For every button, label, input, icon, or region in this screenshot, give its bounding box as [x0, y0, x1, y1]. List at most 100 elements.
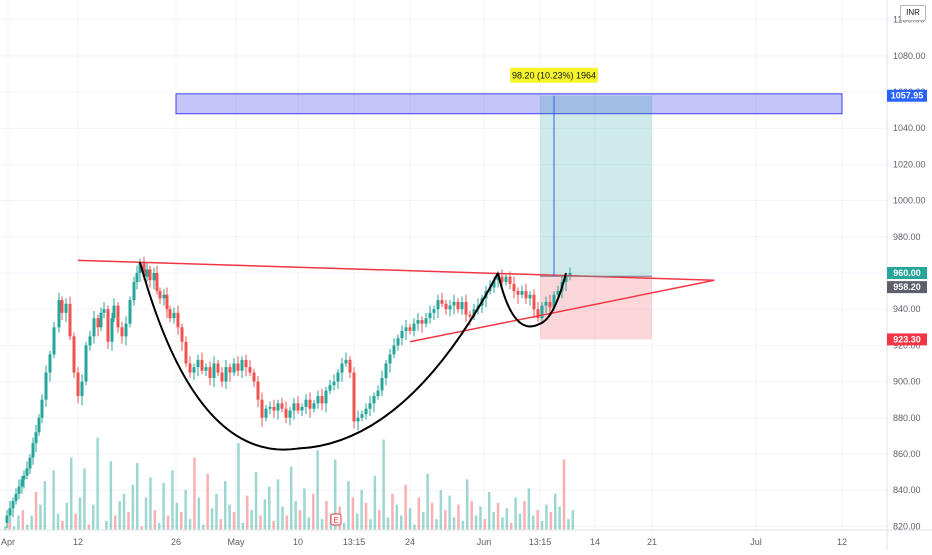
candle-body [152, 273, 156, 281]
volume-bar [272, 520, 275, 530]
volume-bar [83, 468, 86, 530]
candle-body [556, 291, 560, 295]
loss-zone [540, 276, 652, 340]
volume-bar [347, 481, 350, 530]
volume-bar [144, 497, 148, 530]
volume-bar [246, 495, 249, 530]
candle-body [138, 262, 142, 273]
volume-bar [180, 511, 183, 530]
candle-body [172, 312, 176, 319]
volume-bar [545, 504, 548, 530]
resistance-zone [175, 93, 843, 115]
volume-bar [312, 493, 315, 530]
candle-body [188, 363, 192, 373]
candle-body [396, 338, 400, 346]
volume-bar [276, 479, 280, 530]
volume-bar [373, 475, 377, 530]
volume-bar [518, 513, 522, 530]
candle-body [324, 390, 328, 404]
volume-bar [413, 524, 416, 530]
volume-bar [391, 493, 394, 530]
volume-bar [364, 502, 368, 530]
candle-body [332, 381, 336, 386]
candle-body [276, 403, 280, 411]
candle-body [60, 300, 64, 313]
volume-bar [549, 511, 553, 530]
candle-body [260, 399, 264, 418]
candle-body [184, 341, 188, 364]
y-tick-label: 940.00 [893, 304, 921, 314]
volume-bar [175, 502, 179, 530]
candle-body [440, 300, 444, 304]
x-tick-label: Jun [477, 537, 492, 547]
volume-bar [554, 493, 557, 530]
target-price-tag-bg [887, 89, 927, 102]
volume-bar [294, 501, 297, 530]
volume-bar [483, 519, 487, 530]
candle-body [268, 406, 272, 409]
volume-bar [8, 522, 11, 530]
candle-body [102, 309, 106, 313]
candle-body [37, 417, 41, 433]
candle-body [168, 309, 172, 319]
zones [175, 93, 843, 340]
candle-body [492, 280, 496, 288]
measure-label-bg [510, 67, 598, 83]
candle-body [106, 309, 110, 342]
volume-bar [61, 520, 64, 530]
volume-bar [171, 470, 174, 530]
candle-body [444, 303, 448, 310]
candle-body [80, 381, 84, 397]
drawings[interactable]: 98.20 (10.23%) 1964 E [77, 67, 715, 526]
volume-bar [360, 490, 363, 530]
currency-badge[interactable]: INR [900, 5, 926, 21]
candle-body [400, 330, 404, 339]
volume-bar [408, 508, 412, 530]
candle-body [228, 367, 232, 373]
x-tick-label: Jul [750, 537, 762, 547]
y-tick-label: 840.00 [893, 485, 921, 495]
candle-body [132, 282, 136, 301]
candle-body [356, 417, 360, 422]
candle-body [384, 363, 388, 378]
volume-bar [193, 457, 196, 530]
candle-body [17, 486, 21, 494]
candle-body [460, 301, 464, 310]
candle-body [424, 318, 428, 324]
stop-price-tag-bg [887, 333, 927, 346]
event-marker [330, 513, 342, 526]
volume-bar [501, 517, 504, 530]
candle-body [412, 323, 416, 331]
volume-bar [136, 463, 139, 530]
candle-body [64, 303, 68, 313]
price-tags: 1057.95 960.00 958.20 923.30 [887, 89, 927, 346]
volume-bar [92, 504, 95, 530]
candle-body [500, 276, 504, 283]
candle-body [508, 276, 512, 284]
volume-bar [30, 515, 33, 530]
y-tick-label: 860.00 [893, 449, 921, 459]
volume-bar [241, 522, 245, 530]
candle-body [308, 399, 312, 409]
volume-bar [268, 486, 271, 530]
target-price-tag: 1057.95 [891, 91, 924, 101]
candle-body [176, 312, 180, 328]
candle-body [232, 363, 236, 373]
candle-body [544, 301, 548, 306]
entry-price-tag: 958.20 [893, 282, 921, 292]
candle-body [528, 294, 532, 299]
candle-body [76, 372, 80, 397]
candle-body [404, 327, 408, 331]
volume-bar [281, 506, 284, 530]
candle-body [110, 318, 114, 342]
candle-body [448, 305, 452, 310]
candle-body [284, 408, 288, 418]
candle-body [236, 363, 240, 371]
candle-body [264, 408, 268, 418]
ascending-trendline [409, 279, 715, 343]
candle-body [92, 318, 96, 337]
grid [0, 0, 887, 530]
volume-bar [514, 497, 517, 530]
